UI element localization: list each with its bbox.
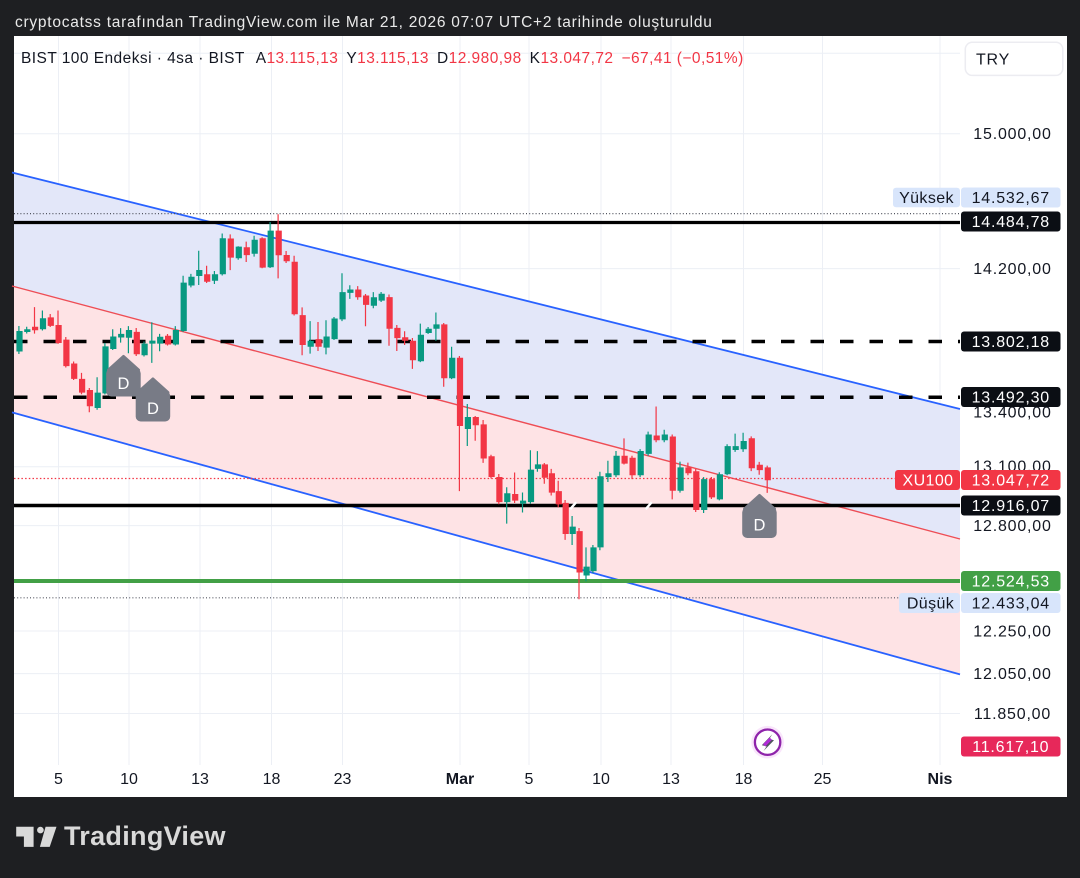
- svg-text:13: 13: [662, 771, 680, 788]
- svg-text:12.250,00: 12.250,00: [973, 624, 1051, 641]
- svg-text:5: 5: [54, 771, 63, 788]
- svg-text:Düşük: Düşük: [907, 596, 955, 613]
- svg-text:12.050,00: 12.050,00: [973, 666, 1051, 683]
- svg-text:13.400,00: 13.400,00: [973, 405, 1051, 422]
- svg-text:13.492,30: 13.492,30: [972, 390, 1050, 407]
- svg-text:TradingView: TradingView: [64, 821, 227, 851]
- svg-text:10: 10: [592, 771, 610, 788]
- svg-text:12.916,07: 12.916,07: [972, 498, 1050, 515]
- svg-text:10: 10: [120, 771, 138, 788]
- svg-text:14.532,67: 14.532,67: [972, 190, 1050, 207]
- svg-text:14.200,00: 14.200,00: [973, 261, 1051, 278]
- svg-text:11.617,10: 11.617,10: [972, 739, 1049, 756]
- svg-text:13: 13: [191, 771, 209, 788]
- svg-text:12.800,00: 12.800,00: [973, 518, 1051, 535]
- svg-text:18: 18: [263, 771, 281, 788]
- svg-text:14.484,78: 14.484,78: [972, 214, 1050, 231]
- svg-text:cryptocatss tarafından Trading: cryptocatss tarafından TradingView.com i…: [15, 14, 713, 31]
- svg-text:13.047,72: 13.047,72: [972, 473, 1050, 490]
- svg-text:XU100: XU100: [903, 473, 954, 490]
- svg-text:25: 25: [814, 771, 832, 788]
- svg-text:18: 18: [735, 771, 753, 788]
- svg-text:Yüksek: Yüksek: [899, 190, 954, 207]
- svg-text:Mar: Mar: [446, 771, 474, 788]
- svg-text:Nis: Nis: [928, 771, 953, 788]
- svg-text:13.802,18: 13.802,18: [972, 334, 1050, 351]
- svg-text:TRY: TRY: [976, 51, 1010, 68]
- svg-text:12.524,53: 12.524,53: [972, 574, 1050, 591]
- svg-text:5: 5: [525, 771, 534, 788]
- svg-text:D: D: [754, 517, 766, 535]
- svg-text:11.850,00: 11.850,00: [974, 706, 1051, 723]
- svg-text:23: 23: [334, 771, 352, 788]
- svg-text:D: D: [118, 375, 130, 393]
- svg-text:12.433,04: 12.433,04: [972, 596, 1050, 613]
- svg-text:D: D: [147, 400, 159, 418]
- svg-text:15.000,00: 15.000,00: [973, 126, 1051, 143]
